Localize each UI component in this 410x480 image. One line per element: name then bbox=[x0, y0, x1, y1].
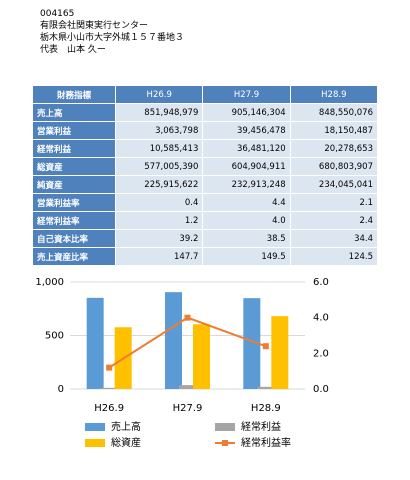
company: 有限会社関東実行センター bbox=[40, 21, 149, 31]
table-cell: 営業利益 bbox=[31, 121, 117, 140]
table-cell: 225,915,622 bbox=[115, 175, 204, 194]
table-cell: 905,146,304 bbox=[202, 103, 291, 122]
table-cell: 234,045,041 bbox=[289, 175, 379, 194]
table-cell: 10,585,413 bbox=[115, 139, 204, 158]
y-tick-label: 0 bbox=[58, 384, 64, 395]
legend-label: 経常利益 bbox=[241, 420, 281, 433]
table-row: 売上資産比率 147.7 149.5 124.5 bbox=[31, 247, 379, 266]
code: 004165 bbox=[40, 9, 75, 19]
table-cell: 0.4 bbox=[115, 193, 204, 212]
bar bbox=[193, 324, 210, 389]
legend-label: 総資産 bbox=[111, 436, 141, 449]
legend-label: 売上高 bbox=[111, 420, 141, 433]
table-row: 自己資本比率 39.2 38.5 34.4 bbox=[31, 229, 379, 248]
table-cell: 124.5 bbox=[289, 247, 379, 266]
x-tick-label: H26.9 bbox=[94, 403, 124, 414]
table-cell: 3,063,798 bbox=[115, 121, 204, 140]
table-row: 営業利益率 0.4 4.4 2.1 bbox=[31, 193, 379, 212]
bar bbox=[257, 386, 275, 389]
table-cell: 680,803,907 bbox=[289, 157, 379, 176]
table-cell: 39.2 bbox=[115, 229, 204, 248]
table-cell: H27.9 bbox=[202, 85, 291, 104]
table-cell: 577,005,390 bbox=[115, 157, 204, 176]
legend-swatch bbox=[215, 423, 235, 431]
table-cell: 経常利益率 bbox=[31, 211, 117, 230]
y2-tick-label: 2.0 bbox=[313, 348, 329, 359]
table-cell: 売上高 bbox=[31, 103, 117, 122]
table-cell: 1.2 bbox=[115, 211, 204, 230]
table-cell: 総資産 bbox=[31, 157, 117, 176]
table-row: 経常利益率 1.2 4.0 2.4 bbox=[31, 211, 379, 230]
table-cell: 34.4 bbox=[289, 229, 379, 248]
line-marker bbox=[262, 343, 269, 350]
legend-swatch bbox=[85, 439, 105, 447]
bar bbox=[243, 298, 261, 389]
table-cell: 営業利益率 bbox=[31, 193, 117, 212]
line bbox=[108, 316, 267, 369]
y2-tick-label: 6.0 bbox=[313, 277, 329, 288]
table-cell: 4.0 bbox=[202, 211, 291, 230]
chart: 05001,0000.02.04.06.0H26.9 H27.9 H28.9売上高経… bbox=[35, 277, 329, 449]
table-row: 純資産 225,915,622 232,913,248 234,045,041 bbox=[31, 175, 379, 194]
table-cell: 232,913,248 bbox=[202, 175, 291, 194]
header: 004165 有限会社関東実行センター 栃木県小山市大字外城１５７番地３ 代表 … bbox=[40, 8, 184, 56]
table-row: 経常利益 10,585,413 36,481,120 20,278,653 bbox=[31, 139, 379, 158]
table-cell: 39,456,478 bbox=[202, 121, 291, 140]
table-cell: H26.9 bbox=[115, 85, 204, 104]
bar bbox=[86, 297, 104, 389]
financial-table: 財務指標 H26.9 H27.9 H28.9 売上高 851,948,979 905,146… bbox=[31, 85, 379, 266]
y-tick-label: 1,000 bbox=[35, 277, 64, 288]
table-cell: 604,904,911 bbox=[202, 157, 291, 176]
y-tick-label: 500 bbox=[45, 331, 64, 342]
table-cell: 2.1 bbox=[289, 193, 379, 212]
table-cell: 38.5 bbox=[202, 229, 291, 248]
table-cell: 20,278,653 bbox=[289, 139, 379, 158]
address: 栃木県小山市大字外城１５７番地３ bbox=[40, 33, 185, 43]
line-marker bbox=[184, 314, 191, 321]
table-cell: 経常利益 bbox=[31, 139, 117, 158]
table-row: 営業利益 3,063,798 39,456,478 18,150,487 bbox=[31, 121, 379, 140]
table-cell: H28.9 bbox=[289, 85, 379, 104]
table-row: 総資産 577,005,390 604,904,911 680,803,907 bbox=[31, 157, 379, 176]
line-marker bbox=[106, 364, 113, 371]
legend-marker bbox=[222, 440, 228, 446]
x-tick-label: H28.9 bbox=[251, 403, 281, 414]
y2-tick-label: 4.0 bbox=[313, 313, 329, 324]
table-row: 財務指標 H26.9 H27.9 H28.9 bbox=[31, 85, 379, 104]
bar bbox=[179, 385, 196, 389]
legend-label: 経常利益率 bbox=[241, 436, 291, 449]
table-cell: 149.5 bbox=[202, 247, 291, 266]
bar bbox=[100, 387, 118, 389]
table-row: 売上高 851,948,979 905,146,304 848,550,076 bbox=[31, 103, 379, 122]
y2-tick-label: 0.0 bbox=[313, 384, 329, 395]
table-cell: 売上資産比率 bbox=[31, 247, 117, 266]
representative: 代表 山本 久ー bbox=[40, 45, 106, 55]
table-cell: 18,150,487 bbox=[289, 121, 379, 140]
bar bbox=[271, 316, 289, 389]
legend-swatch bbox=[85, 423, 105, 431]
table-cell: 純資産 bbox=[31, 175, 117, 194]
table-cell: 851,948,979 bbox=[115, 103, 204, 122]
table-cell: 36,481,120 bbox=[202, 139, 291, 158]
bar bbox=[165, 292, 182, 389]
table-cell: 自己資本比率 bbox=[31, 229, 117, 248]
table-cell: 848,550,076 bbox=[289, 103, 379, 122]
table-cell: 財務指標 bbox=[31, 85, 117, 104]
table-cell: 147.7 bbox=[115, 247, 204, 266]
x-tick-label: H27.9 bbox=[173, 403, 203, 414]
table-cell: 2.4 bbox=[289, 211, 379, 230]
table-cell: 4.4 bbox=[202, 193, 291, 212]
